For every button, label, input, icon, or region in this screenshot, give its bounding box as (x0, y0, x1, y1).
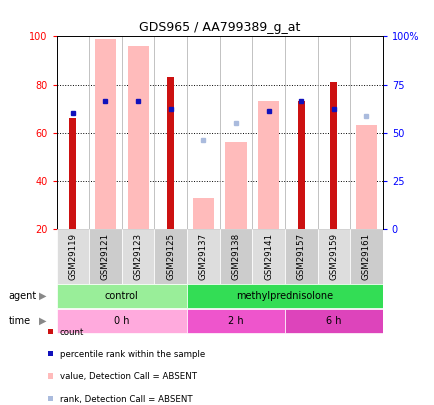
Bar (95, 39, 116, 229)
Text: GSM29141: GSM29141 (263, 233, 273, 280)
Text: count: count (59, 328, 84, 337)
Bar (69, 118, 76, 229)
Bar (284, 229, 317, 284)
Bar (56, 229, 89, 284)
Bar (355, 126, 376, 229)
Bar (225, 142, 246, 229)
Bar (154, 229, 187, 284)
Text: methylprednisolone: methylprednisolone (236, 291, 333, 301)
Text: GSM29137: GSM29137 (198, 233, 207, 280)
Text: time: time (9, 316, 31, 326)
Bar (257, 101, 279, 229)
Text: agent: agent (9, 291, 37, 301)
Bar (167, 77, 174, 229)
Text: value, Detection Call = ABSENT: value, Detection Call = ABSENT (59, 372, 196, 381)
Bar (329, 82, 337, 229)
Text: GSM29138: GSM29138 (231, 233, 240, 280)
Bar (349, 229, 382, 284)
Text: GSM29123: GSM29123 (133, 233, 142, 280)
Text: GSM29159: GSM29159 (329, 233, 338, 280)
Text: ▶: ▶ (39, 316, 46, 326)
Text: percentile rank within the sample: percentile rank within the sample (59, 350, 204, 359)
Text: 6 h: 6 h (326, 316, 341, 326)
Bar (297, 101, 304, 229)
Bar (192, 198, 214, 229)
Text: 0 h: 0 h (114, 316, 129, 326)
Bar (89, 229, 122, 284)
Bar (56, 284, 187, 308)
Text: ▶: ▶ (39, 291, 46, 301)
Text: GSM29121: GSM29121 (101, 233, 110, 280)
Title: GDS965 / AA799389_g_at: GDS965 / AA799389_g_at (139, 21, 299, 34)
Text: GSM29119: GSM29119 (68, 233, 77, 280)
Bar (122, 229, 154, 284)
Bar (127, 46, 148, 229)
Text: GSM29125: GSM29125 (166, 233, 175, 280)
Text: rank, Detection Call = ABSENT: rank, Detection Call = ABSENT (59, 394, 192, 403)
Text: GSM29161: GSM29161 (361, 233, 370, 280)
Bar (284, 309, 382, 333)
Bar (187, 309, 284, 333)
Bar (252, 229, 284, 284)
Text: control: control (105, 291, 138, 301)
Bar (187, 284, 382, 308)
Text: GSM29157: GSM29157 (296, 233, 305, 280)
Bar (187, 229, 219, 284)
Bar (317, 229, 349, 284)
Bar (56, 309, 187, 333)
Bar (219, 229, 252, 284)
Text: 2 h: 2 h (228, 316, 243, 326)
